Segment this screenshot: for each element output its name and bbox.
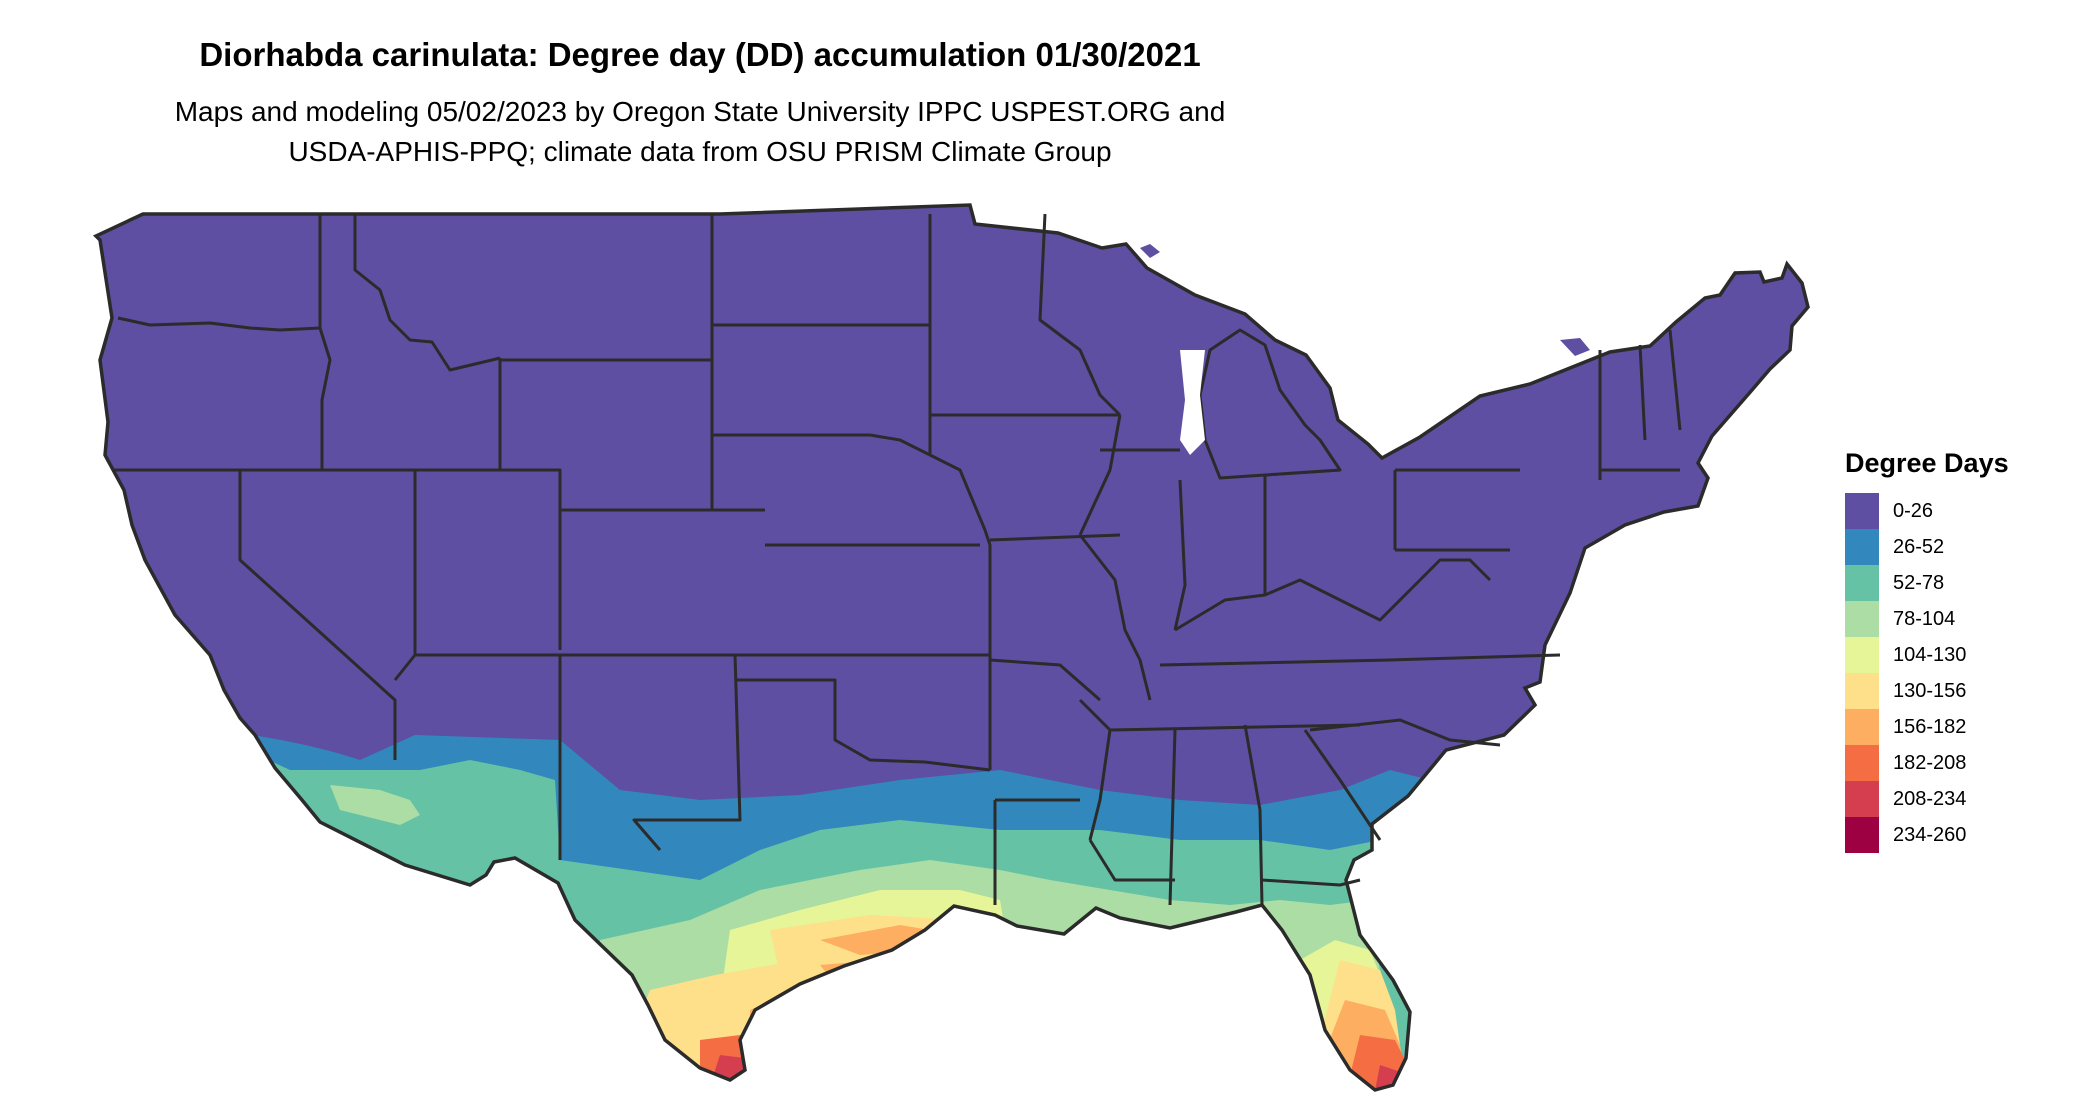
boundary-ok-tx	[735, 678, 991, 772]
legend-label: 182-208	[1893, 751, 1967, 774]
lake-michigan	[1180, 350, 1205, 455]
boundary-wv-va	[1339, 558, 1492, 622]
boundary-mo-ar	[989, 658, 1101, 702]
boundary-ia-il	[1078, 414, 1122, 536]
boundary-la-ms	[1088, 839, 1175, 882]
legend-swatch	[1845, 637, 1879, 673]
boundary-tn-south	[1109, 723, 1361, 732]
boundary-wy-co	[500, 468, 765, 512]
boundary-nh-me	[1668, 329, 1682, 431]
boundary-ar-ms	[1078, 698, 1112, 841]
legend-item: 26-52	[1845, 529, 2009, 565]
legend-swatch	[1845, 709, 1879, 745]
legend-swatch	[1845, 817, 1879, 853]
legend-item: 234-260	[1845, 817, 2009, 853]
legend-label: 156-182	[1893, 715, 1967, 738]
boundary-nv-az	[393, 654, 417, 681]
zone-band	[700, 1000, 1410, 1090]
boundary-il-in	[1173, 479, 1187, 631]
legend-item: 130-156	[1845, 673, 2009, 709]
legend-swatch	[1845, 493, 1879, 529]
map-subtitle: Maps and modeling 05/02/2023 by Oregon S…	[0, 92, 1400, 172]
boundary-ga-sc	[1303, 729, 1382, 841]
map-title: Diorhabda carinulata: Degree day (DD) ac…	[199, 36, 1201, 73]
subtitle-line-1: Maps and modeling 05/02/2023 by Oregon S…	[174, 96, 1226, 127]
legend-swatch	[1845, 745, 1879, 781]
boundary-in-ky	[1174, 578, 1341, 632]
legend-label: 234-260	[1893, 823, 1967, 846]
legend-swatch	[1845, 565, 1879, 601]
legend-item: 104-130	[1845, 637, 2009, 673]
legend-swatch	[1845, 529, 1879, 565]
boundary-al-ga	[1243, 724, 1264, 906]
boundary-ga-fl	[1261, 878, 1361, 887]
legend-item: 208-234	[1845, 781, 2009, 817]
island	[1140, 244, 1160, 258]
legend-item: 182-208	[1845, 745, 2009, 781]
zone-band	[700, 1055, 1410, 1090]
legend-label: 208-234	[1893, 787, 1967, 810]
boundary-ca-nv	[238, 470, 397, 760]
boundary-id-mt	[353, 214, 501, 372]
state-boundaries	[112, 213, 1682, 906]
legend-item: 156-182	[1845, 709, 2009, 745]
legend-items: 0-26 26-52 52-78 78-104 104-130 130-156 156-18…	[1845, 493, 2009, 853]
legend-swatch	[1845, 781, 1879, 817]
legend-label: 104-130	[1893, 643, 1967, 666]
boundary-mn-wi	[1038, 213, 1122, 417]
boundary-va-nc	[1389, 653, 1561, 662]
boundary-sd-ne	[712, 433, 931, 457]
boundary-nm-tx	[632, 654, 742, 851]
legend-title: Degree Days	[1845, 448, 2009, 478]
legend-item: 52-78	[1845, 565, 2009, 601]
legend-label: 52-78	[1893, 571, 1945, 594]
legend-label: 26-52	[1893, 535, 1945, 558]
island	[1560, 338, 1590, 356]
boundary-mo-il	[1078, 534, 1152, 701]
boundary-ia-mo	[989, 533, 1121, 542]
legend-swatch	[1845, 673, 1879, 709]
boundary-wa-or	[117, 316, 321, 332]
legend-label: 0-26	[1893, 499, 1934, 522]
legend-label: 130-156	[1893, 679, 1967, 702]
boundary-ms-al	[1168, 729, 1177, 906]
legend-item: 78-104	[1845, 601, 2009, 637]
boundary-ky-tn	[1159, 658, 1391, 667]
boundary-vt-nh	[1638, 344, 1647, 441]
legend: Degree Days 0-26 26-52 52-78 78-104 104-130 1…	[1845, 448, 2009, 853]
legend-item: 0-26	[1845, 493, 2009, 529]
legend-label: 78-104	[1893, 607, 1956, 630]
boundary-ne-ia-mo	[929, 453, 992, 770]
legend-swatch	[1845, 601, 1879, 637]
boundary-or-id	[318, 327, 332, 470]
subtitle-line-2: USDA-APHIS-PPQ; climate data from OSU PR…	[288, 136, 1112, 167]
